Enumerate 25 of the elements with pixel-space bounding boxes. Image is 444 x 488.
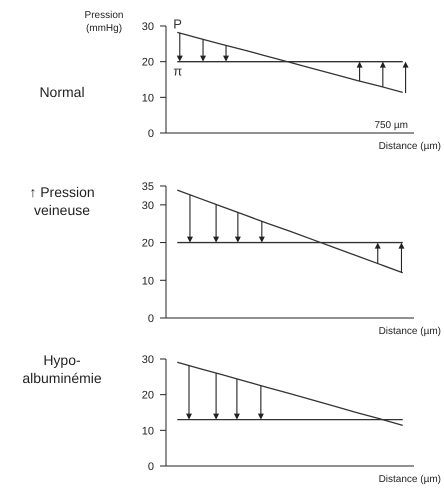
y-axis-title: Pression (mmHg)	[84, 10, 124, 34]
y-tick-label: 10	[142, 275, 154, 288]
y-tick-label: 10	[142, 92, 154, 104]
text: Normal	[39, 84, 85, 100]
x-axis-title: Distance (µm)	[378, 141, 441, 152]
annotation: 750 µm	[374, 120, 408, 131]
chart-title: Hypo-albuminémie	[22, 352, 102, 386]
y-tick-label: 30	[142, 354, 154, 366]
y-tick-label: 0	[148, 313, 154, 325]
text: ↑ Pression veineuse	[29, 184, 95, 218]
y-tick-label: 20	[142, 390, 154, 402]
line-series	[176, 362, 404, 426]
y-tick-label: 35	[142, 181, 154, 193]
y-tick-label: 10	[142, 425, 154, 438]
y-tick-label: 0	[148, 461, 154, 473]
y-tick-label: 20	[142, 56, 154, 69]
y-tick-label: 30	[142, 200, 154, 212]
x-axis-title: Distance (µm)	[378, 474, 441, 485]
y-tick-label: 20	[142, 238, 154, 250]
line-series	[176, 190, 404, 274]
y-tick-label: 30	[142, 21, 154, 33]
y-tick-label: 0	[148, 128, 154, 140]
series-label: π	[173, 64, 182, 79]
x-axis-title: Distance (µm)	[378, 326, 441, 337]
series-label: P	[173, 16, 182, 32]
